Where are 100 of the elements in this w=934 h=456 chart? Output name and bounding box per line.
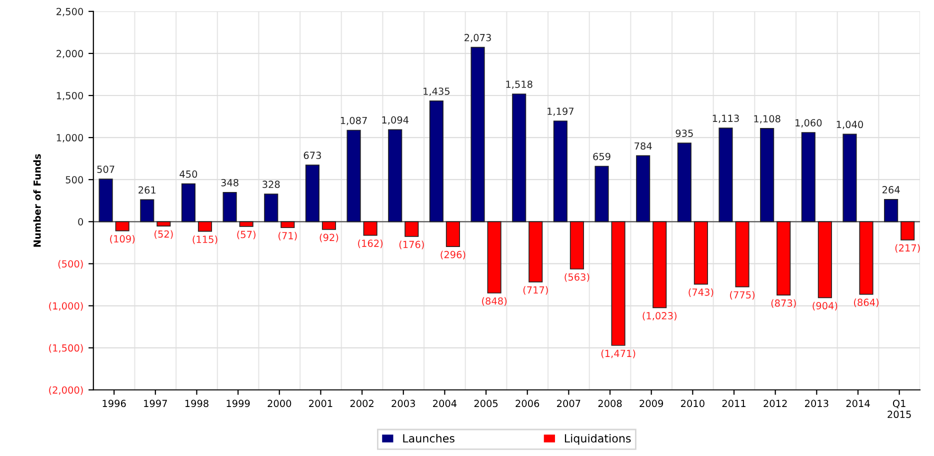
- bar: [652, 221, 667, 308]
- bar: [611, 221, 626, 346]
- data-label: (1,023): [642, 312, 676, 321]
- data-label: (296): [440, 250, 466, 260]
- x-tick-label: 2004: [433, 400, 457, 408]
- data-label: 1,060: [796, 119, 822, 128]
- x-tick-label: 1998: [185, 400, 208, 408]
- data-label: 261: [138, 186, 156, 194]
- bar: [818, 221, 832, 298]
- x-tick-label: 2010: [681, 400, 704, 408]
- x-tick-label: 2002: [350, 400, 374, 408]
- data-label: (57): [237, 230, 256, 240]
- bar: [760, 128, 774, 222]
- data-label: 784: [634, 142, 652, 150]
- y-tick-label: 1,500: [56, 92, 84, 100]
- bar: [346, 130, 361, 222]
- legend-label: Launches: [403, 434, 454, 443]
- bar: [636, 155, 650, 222]
- x-tick-label: 2008: [598, 400, 622, 408]
- bar: [859, 221, 874, 295]
- data-label: (848): [482, 297, 507, 306]
- bar: [446, 221, 460, 247]
- data-label: 1,113: [712, 114, 739, 123]
- data-label: (176): [399, 240, 424, 250]
- x-tick-label: 2014: [846, 400, 870, 408]
- bar: [115, 221, 130, 232]
- data-label: (775): [730, 291, 755, 300]
- y-tick-label: 1,000: [56, 134, 84, 142]
- data-label: (864): [854, 298, 878, 308]
- y-tick-label: 2,000: [56, 50, 84, 58]
- data-label: 2,073: [464, 34, 491, 42]
- x-tick-label: 2013: [805, 400, 828, 408]
- bar: [694, 221, 708, 285]
- data-label: (71): [278, 232, 297, 240]
- data-label: (743): [688, 288, 714, 297]
- y-tick-label: 0: [78, 218, 84, 226]
- bar: [239, 221, 254, 227]
- data-label: 328: [262, 180, 280, 188]
- bar: [429, 100, 444, 222]
- data-label: (904): [812, 302, 838, 311]
- x-tick-label: 2005: [474, 400, 498, 408]
- x-tick-label: 2011: [722, 400, 746, 408]
- bar: [487, 221, 502, 294]
- bar: [735, 221, 750, 288]
- bar: [280, 221, 295, 228]
- x-tick-label: 2012: [764, 400, 787, 408]
- data-label: 450: [180, 170, 198, 178]
- bar: [98, 178, 113, 222]
- data-label: 1,197: [548, 108, 574, 116]
- y-tick-label: 2,500: [56, 8, 84, 16]
- data-label: (217): [895, 244, 920, 253]
- bar: [322, 221, 336, 230]
- bar: [181, 183, 196, 222]
- data-label: 507: [97, 166, 114, 173]
- bar: [156, 221, 171, 226]
- bar: [305, 164, 320, 222]
- y-tick-label: (2,000): [49, 386, 83, 395]
- data-label: 1,094: [382, 116, 408, 125]
- bar: [264, 194, 278, 222]
- data-label: (162): [358, 239, 383, 248]
- bar: [363, 221, 378, 236]
- bar: [470, 46, 485, 222]
- data-label: 1,518: [506, 80, 532, 89]
- data-label: (115): [192, 236, 218, 244]
- data-label: 1,108: [754, 115, 780, 124]
- x-tick-label: 2009: [640, 400, 664, 408]
- data-label: 935: [676, 130, 693, 137]
- bar: [677, 142, 692, 222]
- data-label: (1,471): [601, 350, 636, 358]
- x-tick-label: 2000: [268, 400, 292, 408]
- bar: [900, 221, 915, 240]
- data-label: 264: [882, 186, 900, 194]
- bar: [528, 221, 543, 282]
- data-label: 1,087: [340, 116, 367, 126]
- x-tick-label: 2003: [392, 400, 415, 408]
- y-tick-label: 500: [66, 176, 84, 184]
- x-tick-label: 2007: [557, 400, 580, 408]
- bar: [801, 132, 816, 222]
- data-label: (109): [110, 235, 135, 244]
- bar: [553, 120, 568, 222]
- x-tick-label: Q1 2015: [888, 400, 911, 418]
- data-label: (92): [320, 234, 338, 242]
- bar: [140, 199, 154, 222]
- bar: [404, 221, 419, 237]
- y-tick-label: (500): [58, 260, 83, 269]
- data-label: (873): [771, 299, 796, 308]
- bar: [198, 221, 212, 232]
- x-tick-label: 1996: [102, 400, 126, 408]
- data-label: (52): [154, 230, 173, 239]
- bar: [388, 129, 402, 222]
- x-tick-label: 1997: [144, 400, 167, 408]
- y-tick-label: (1,000): [49, 302, 83, 311]
- x-tick-label: 1999: [226, 400, 250, 408]
- y-tick-label: (1,500): [49, 344, 83, 353]
- bar: [594, 166, 609, 222]
- data-label: 673: [304, 152, 321, 160]
- bar: [842, 134, 857, 222]
- bar: [512, 94, 526, 222]
- x-tick-label: 2006: [516, 400, 540, 408]
- bar: [718, 128, 733, 222]
